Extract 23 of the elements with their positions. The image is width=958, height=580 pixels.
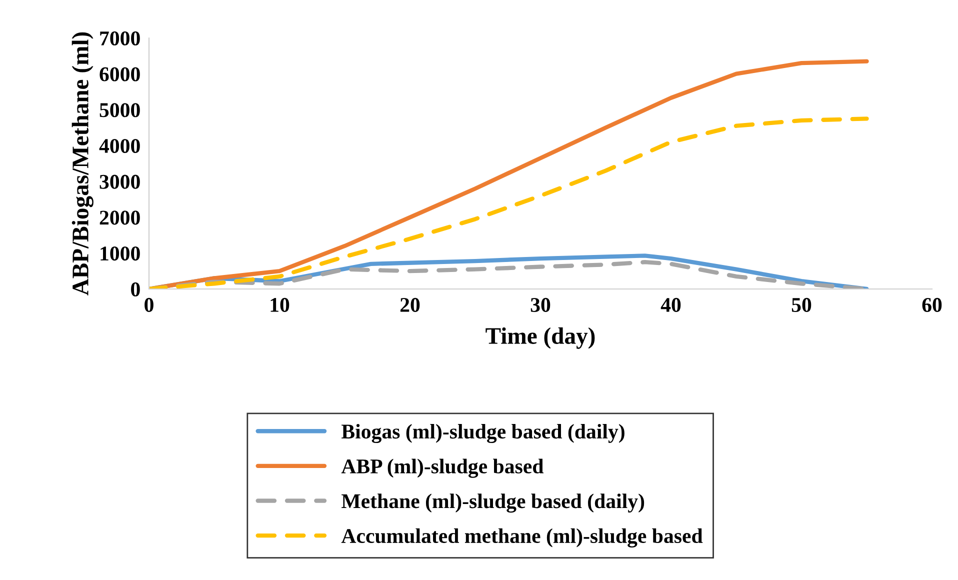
x-tick-label: 0 xyxy=(144,298,154,312)
x-tick-label: 30 xyxy=(530,298,550,312)
line-series xyxy=(149,116,869,289)
y-tick-label: 1000 xyxy=(100,246,140,261)
line-series xyxy=(149,59,869,289)
legend-label: Accumulated methane (ml)-sludge based xyxy=(341,528,703,548)
y-tick-label: 0 xyxy=(131,282,140,296)
y-tick-label: 6000 xyxy=(100,67,140,82)
x-tick-label: 40 xyxy=(660,298,681,312)
legend-label: Biogas (ml)-sludge based (daily) xyxy=(342,424,624,444)
x-axis-title: Time (day) xyxy=(486,327,595,349)
y-tick-label: 7000 xyxy=(100,31,140,46)
y-tick-label: 4000 xyxy=(99,138,140,154)
y-tick-label: 5000 xyxy=(100,103,140,118)
y-tick-label: 2000 xyxy=(100,210,140,225)
x-tick-label: 60 xyxy=(922,298,942,312)
x-tick-label: 20 xyxy=(400,298,420,312)
legend-label: Methane (ml)-sludge based (daily) xyxy=(342,494,644,513)
y-axis-title: ABP/Biogas/Methane (ml) xyxy=(72,32,94,296)
legend-label: ABP (ml)-sludge based xyxy=(341,458,544,478)
y-tick-label: 3000 xyxy=(100,174,140,189)
x-tick-label: 10 xyxy=(270,298,290,312)
x-tick-label: 50 xyxy=(792,298,812,312)
